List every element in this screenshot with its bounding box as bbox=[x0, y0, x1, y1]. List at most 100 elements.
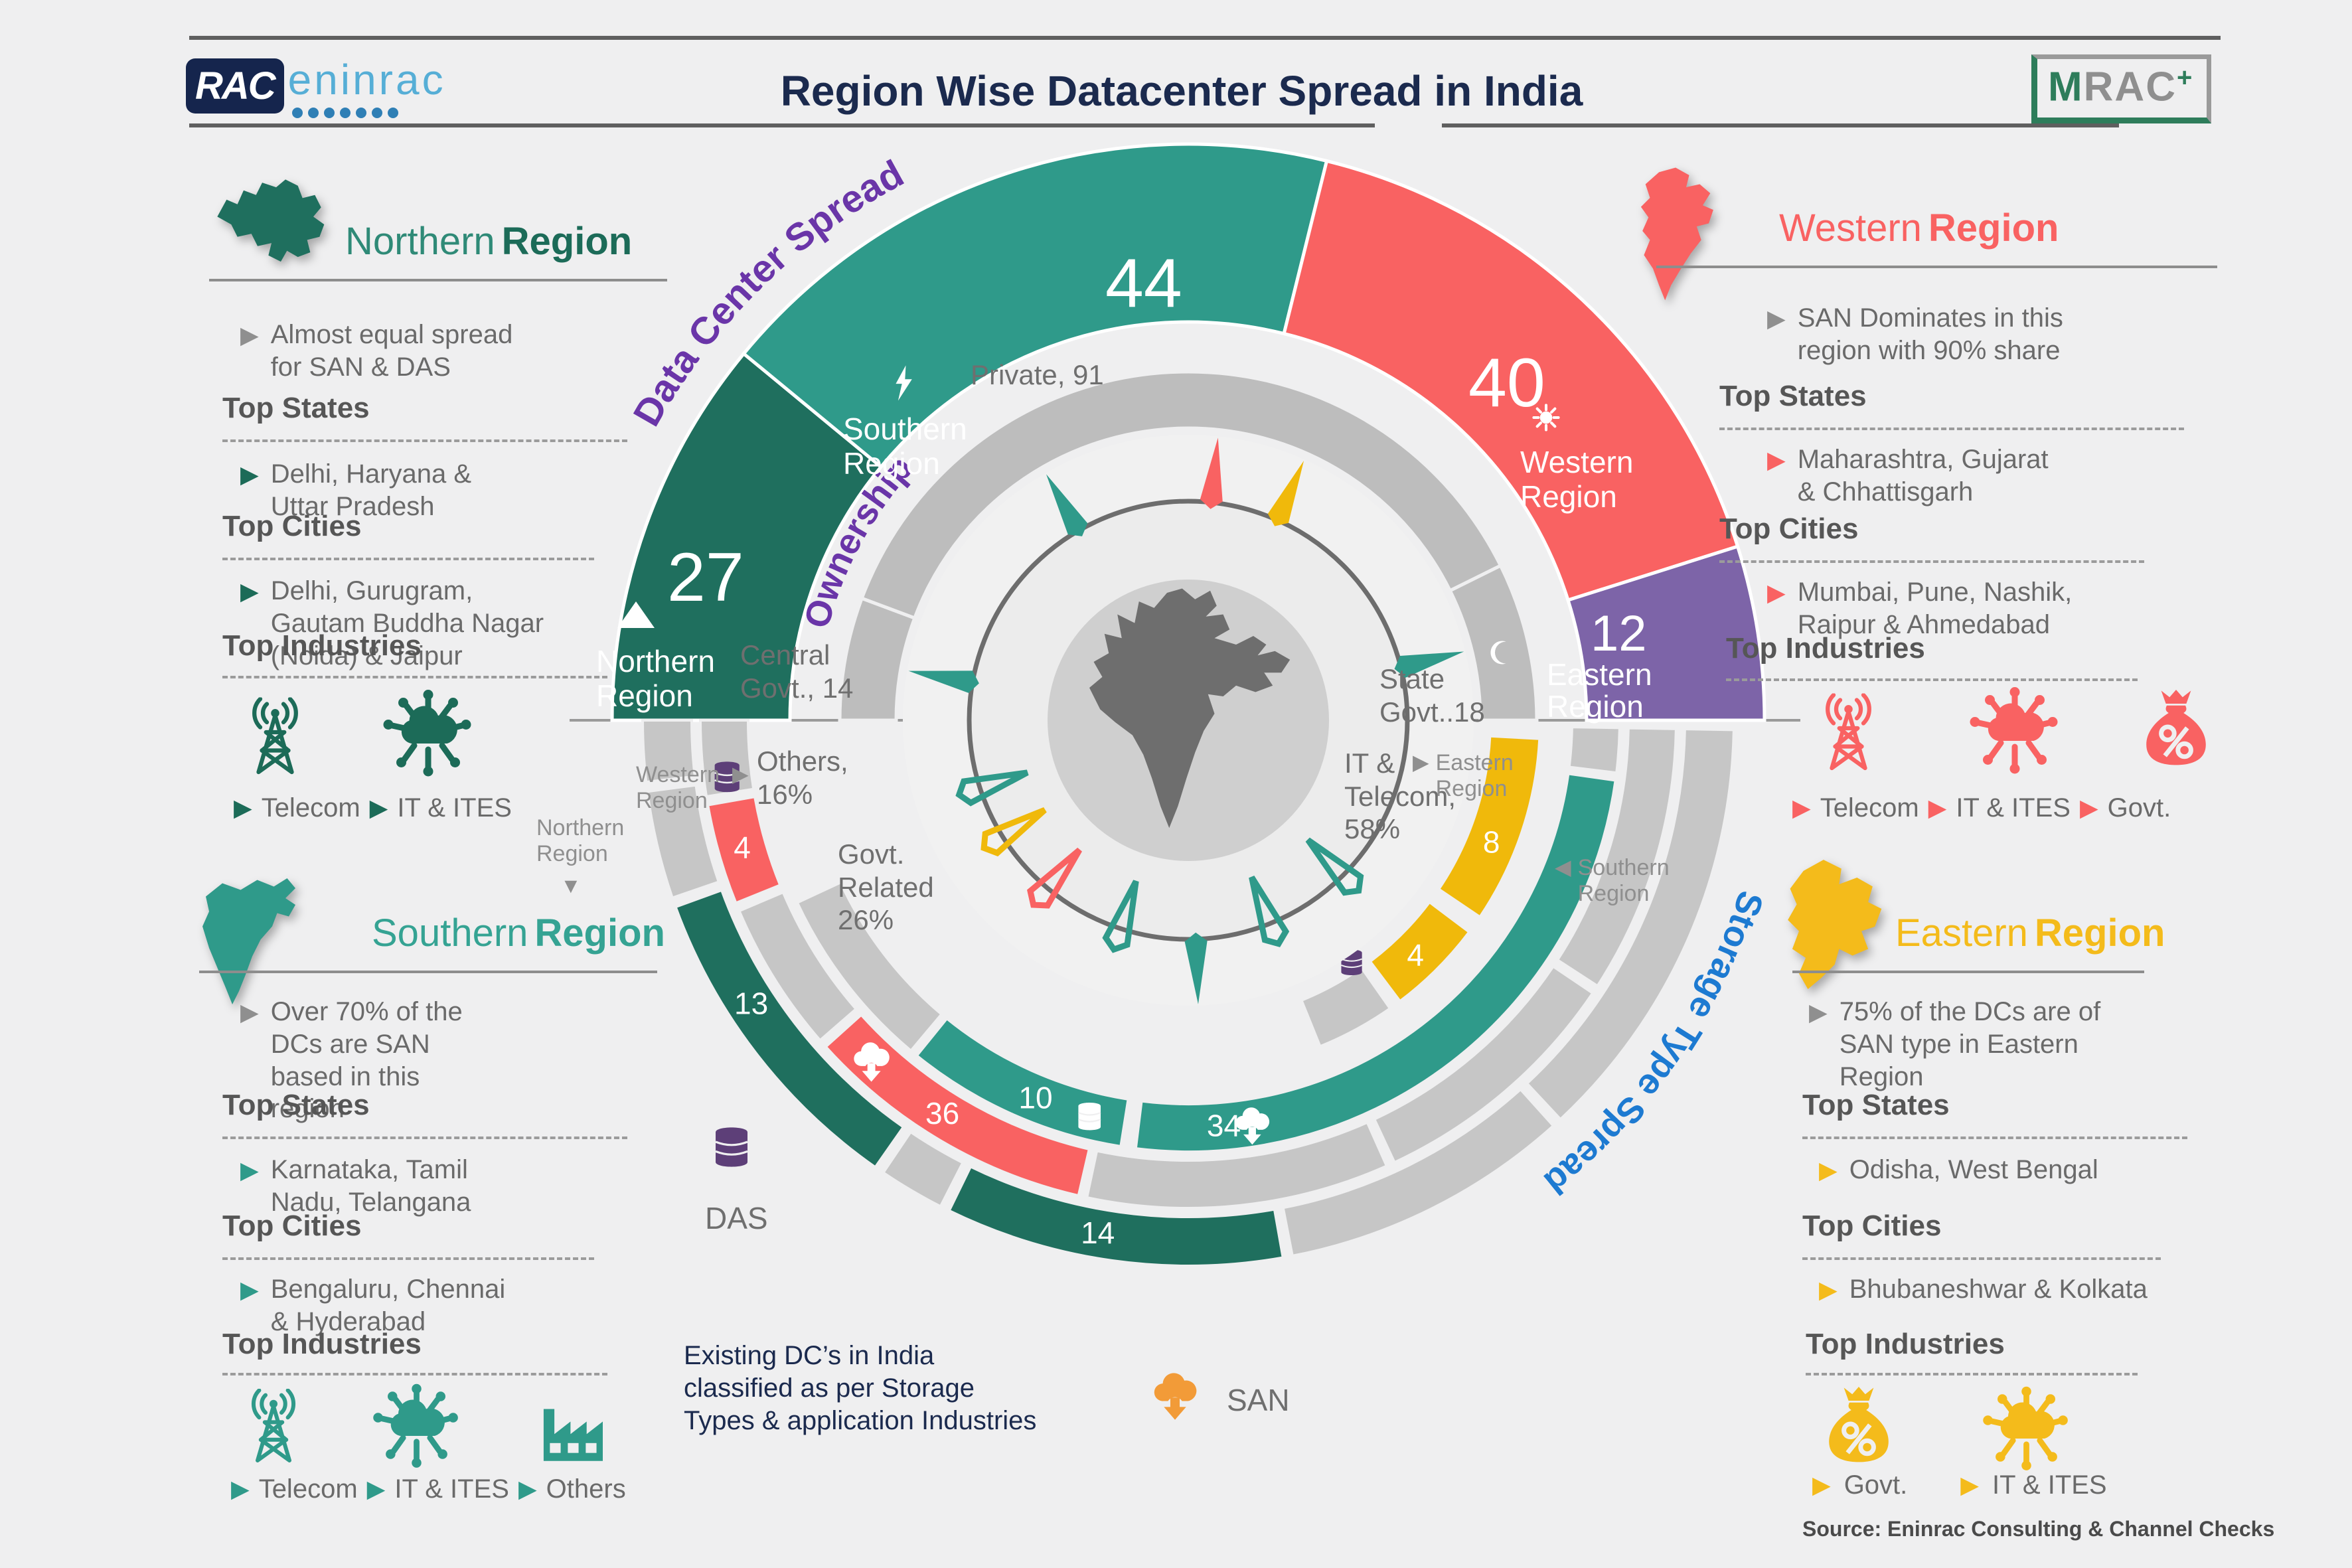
govt-moneybag-icon bbox=[1812, 1382, 1905, 1475]
western-top-cities-heading: Top Cities bbox=[1719, 512, 1859, 545]
donut-label-eastern: Eastern bbox=[1547, 657, 1652, 692]
telecom-tower-icon bbox=[234, 689, 317, 789]
gray-arrow-icon: ▶ bbox=[1809, 998, 1828, 1026]
donut-label-western: Western bbox=[1520, 445, 1633, 479]
it-ites-cloud-icon bbox=[1965, 681, 2065, 781]
storage-segment bbox=[1555, 726, 1678, 988]
eastern-top-cities-heading: Top Cities bbox=[1802, 1210, 1942, 1242]
india-map bbox=[1089, 588, 1291, 828]
donut-value: 44 bbox=[1105, 245, 1182, 322]
storage-segment bbox=[1299, 965, 1392, 1049]
donut-label-northern: Northern bbox=[596, 644, 715, 678]
northern-industry-labels: ▶ Telecom ▶ IT & ITES bbox=[234, 793, 512, 823]
ownership-state-govt-label: State Govt..18 bbox=[1379, 663, 1485, 728]
chart-generated-arcs: 27 44 40 12 13 14 4 36 10 34 4 8 bbox=[610, 142, 1766, 1267]
northern-top-states-heading: Top States bbox=[222, 392, 370, 424]
eastern-note: ▶ 75% of the DCs are of SAN type in East… bbox=[1809, 996, 2101, 1093]
svg-text:Region: Region bbox=[1520, 479, 1617, 514]
southern-top-states: ▶ Karnataka, Tamil Nadu, Telangana bbox=[240, 1154, 532, 1219]
svg-text:Region: Region bbox=[1547, 689, 1644, 724]
gray-arrow-icon: ▶ bbox=[240, 321, 259, 349]
svg-text:Region: Region bbox=[843, 446, 940, 481]
page-title: Region Wise Datacenter Spread in India bbox=[780, 67, 1583, 115]
industry-others-label: Others, 16% bbox=[757, 745, 848, 810]
western-map-icon bbox=[1640, 167, 1713, 301]
svg-text:Region: Region bbox=[596, 678, 693, 713]
industry-it-telecom-label: IT & Telecom, 58% bbox=[1344, 747, 1456, 845]
donut-segment-eastern-region bbox=[1565, 544, 1766, 722]
mrac-logo: MRAC+ bbox=[2031, 54, 2212, 123]
telecom-tower-icon bbox=[1807, 685, 1890, 785]
storage-segment bbox=[881, 1130, 965, 1209]
northern-top-cities-heading: Top Cities bbox=[222, 510, 362, 542]
storage-value: 14 bbox=[1081, 1215, 1115, 1250]
storage-segment bbox=[1372, 964, 1595, 1164]
western-top-cities: ▶ Mumbai, Pune, Nashik, Raipur & Ahmedab… bbox=[1767, 576, 2073, 641]
gray-arrow-icon: ▶ bbox=[1767, 305, 1786, 332]
storage-segment bbox=[1134, 772, 1617, 1153]
eastern-title: Eastern Region bbox=[1895, 911, 2165, 955]
storage-segment bbox=[795, 880, 944, 1053]
eninrac-logo-mark: RAC bbox=[186, 58, 284, 114]
storage-value: 10 bbox=[1018, 1080, 1052, 1115]
industry-govt-related-label: Govt. Related 26% bbox=[838, 838, 934, 936]
das-storage-icon bbox=[1077, 1101, 1102, 1131]
storage-segment bbox=[915, 1016, 1130, 1148]
sun-icon bbox=[1533, 405, 1558, 430]
eastern-map-icon bbox=[1788, 860, 1882, 989]
eastern-top-cities: ▶ Bhubaneshwar & Kolkata bbox=[1819, 1273, 2164, 1306]
storage-segment bbox=[1525, 728, 1735, 1121]
pointer-eastern-region: ▶ Eastern Region bbox=[1413, 750, 1514, 802]
storage-value: 13 bbox=[734, 986, 768, 1021]
southern-top-cities-heading: Top Cities bbox=[222, 1210, 362, 1242]
storage-segment bbox=[1281, 1087, 1555, 1258]
storage-value: 36 bbox=[925, 1096, 959, 1131]
header-bottom-rule-right bbox=[1442, 123, 2119, 127]
western-top-states-heading: Top States bbox=[1719, 380, 1867, 412]
storage-segment bbox=[641, 719, 697, 784]
teal-arrow-icon: ▶ bbox=[240, 1156, 259, 1184]
down-arrow-icon: ▼ bbox=[560, 874, 582, 898]
telecom-tower-icon bbox=[234, 1382, 313, 1475]
storage-segment bbox=[737, 890, 858, 1043]
storage-value: 4 bbox=[1407, 937, 1424, 972]
teal-arrow-icon: ▶ bbox=[240, 1276, 259, 1303]
pointer-northern-region: Northern Region ▼ bbox=[536, 815, 625, 898]
western-title: Western Region bbox=[1779, 206, 2059, 250]
storage-segment bbox=[698, 719, 755, 799]
western-industry-labels: ▶ Telecom ▶ IT & ITES ▶ Govt. bbox=[1792, 793, 2171, 823]
donut-region-labels: Northern Region Southern Region Western … bbox=[596, 365, 1652, 724]
donut-value: 12 bbox=[1591, 605, 1647, 662]
san-legend-label: SAN bbox=[1227, 1383, 1290, 1417]
northern-map-icon bbox=[217, 179, 325, 262]
storage-segment bbox=[706, 795, 782, 905]
eastern-top-states-heading: Top States bbox=[1802, 1089, 1950, 1121]
san-legend-icon bbox=[1154, 1373, 1197, 1420]
storage-value: 4 bbox=[734, 830, 751, 865]
eastern-top-states: ▶ Odisha, West Bengal bbox=[1819, 1154, 2164, 1187]
source-text: Source: Eninrac Consulting & Channel Che… bbox=[1802, 1517, 2275, 1541]
donut-segment-southern-region bbox=[741, 142, 1329, 469]
ownership-central-govt-label: Central Govt., 14 bbox=[740, 639, 854, 704]
storage-segment bbox=[1085, 1121, 1389, 1210]
right-arrow-icon: ▶ bbox=[732, 762, 749, 786]
donut-value: 40 bbox=[1468, 345, 1545, 422]
western-top-industries-heading: Top Industries bbox=[1726, 632, 1925, 665]
teal-arrow-icon: ▶ bbox=[240, 461, 259, 488]
western-top-states: ▶ Maharashtra, Gujarat & Chhattisgarh bbox=[1767, 443, 2073, 509]
northern-top-industries-heading: Top Industries bbox=[222, 629, 422, 662]
western-note: ▶ SAN Dominates in this region with 90% … bbox=[1767, 302, 2086, 367]
northern-note: ▶ Almost equal spread for SAN & DAS bbox=[240, 319, 519, 384]
storage-segment bbox=[1437, 734, 1541, 919]
header-top-rule bbox=[189, 36, 2221, 40]
donut-segment-western-region bbox=[1282, 159, 1740, 603]
das-legend-icon bbox=[714, 1126, 749, 1168]
red-arrow-icon: ▶ bbox=[1767, 579, 1786, 606]
storage-value: 8 bbox=[1483, 824, 1500, 859]
header-bottom-rule-left bbox=[189, 123, 1375, 127]
northern-top-states: ▶ Delhi, Haryana & Uttar Pradesh bbox=[240, 458, 519, 523]
chart-note: Existing DC’s in India classified as per… bbox=[684, 1341, 1037, 1435]
eninrac-logo: RAC eninrac bbox=[186, 58, 446, 118]
storage-segment bbox=[674, 888, 905, 1170]
